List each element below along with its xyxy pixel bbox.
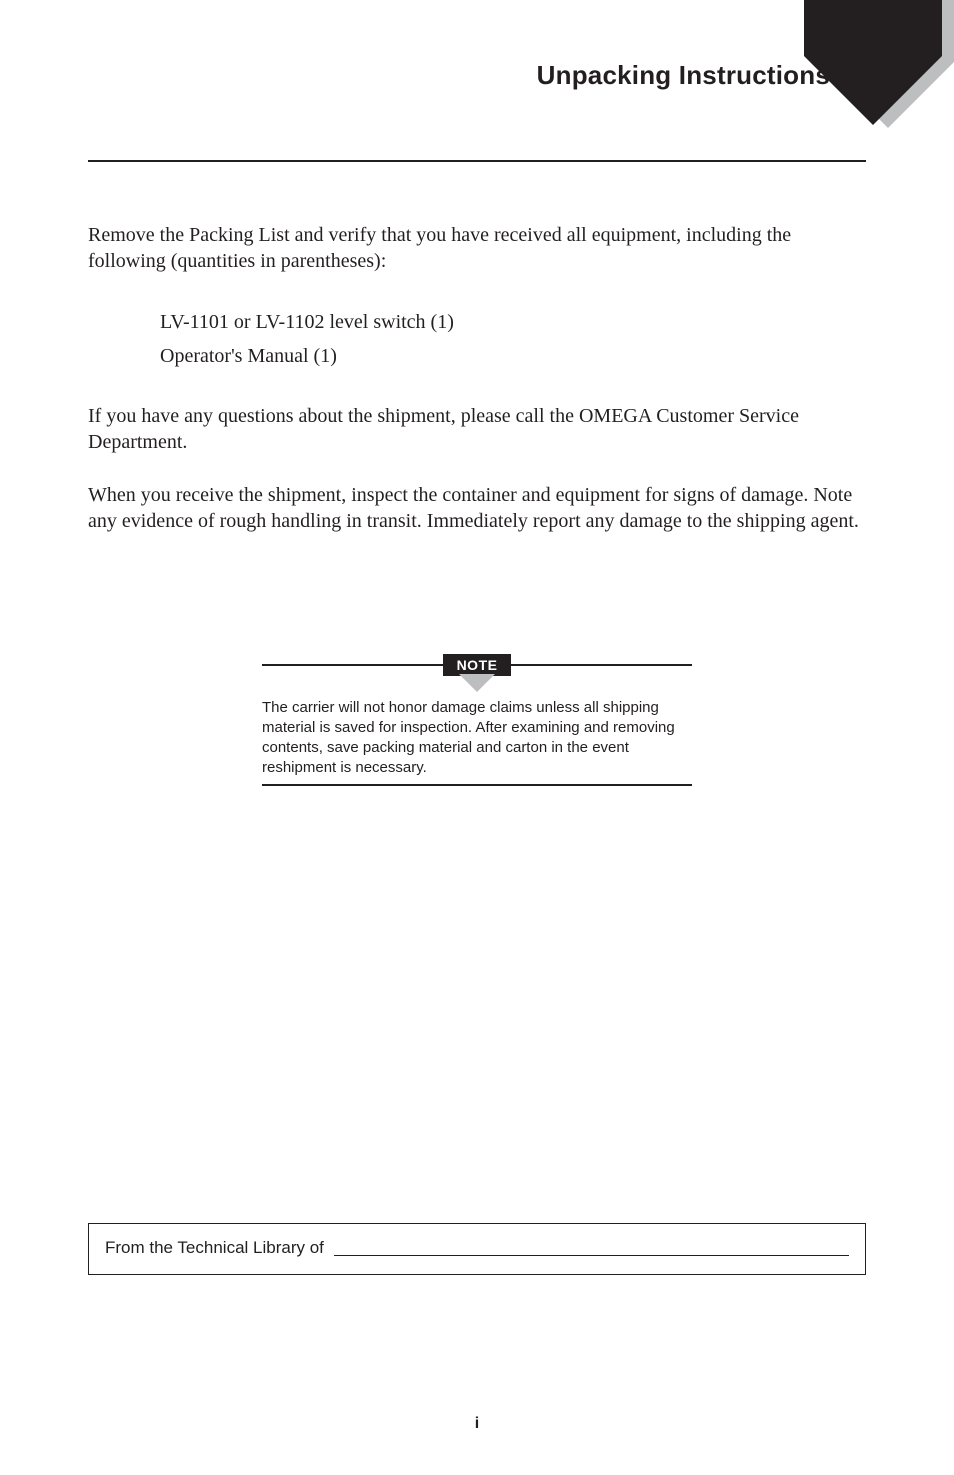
damage-paragraph: When you receive the shipment, inspect t… xyxy=(88,482,866,535)
contact-paragraph: If you have any questions about the ship… xyxy=(88,403,866,456)
list-item: LV-1101 or LV-1102 level switch (1) xyxy=(160,305,866,339)
list-item: Operator's Manual (1) xyxy=(160,339,866,373)
note-rule-left xyxy=(262,664,443,666)
note-rule-right xyxy=(511,664,692,666)
header-rule xyxy=(88,160,866,162)
note-header: NOTE xyxy=(262,654,692,676)
library-fill-line[interactable] xyxy=(334,1255,849,1256)
note-triangle-icon xyxy=(262,674,692,692)
corner-dark xyxy=(804,0,942,56)
note-badge: NOTE xyxy=(443,654,512,676)
note-text: The carrier will not honor damage claims… xyxy=(262,698,692,785)
page-title: Unpacking Instructions xyxy=(537,60,830,91)
note-box: NOTE The carrier will not honor damage c… xyxy=(262,654,692,785)
page-number: i xyxy=(0,1415,954,1433)
technical-library-box: From the Technical Library of xyxy=(88,1223,866,1275)
corner-triangle-icon xyxy=(804,0,954,150)
packing-list: LV-1101 or LV-1102 level switch (1) Oper… xyxy=(160,305,866,373)
intro-paragraph: Remove the Packing List and verify that … xyxy=(88,222,866,275)
page-header: Unpacking Instructions xyxy=(88,54,866,134)
library-label: From the Technical Library of xyxy=(105,1238,324,1258)
